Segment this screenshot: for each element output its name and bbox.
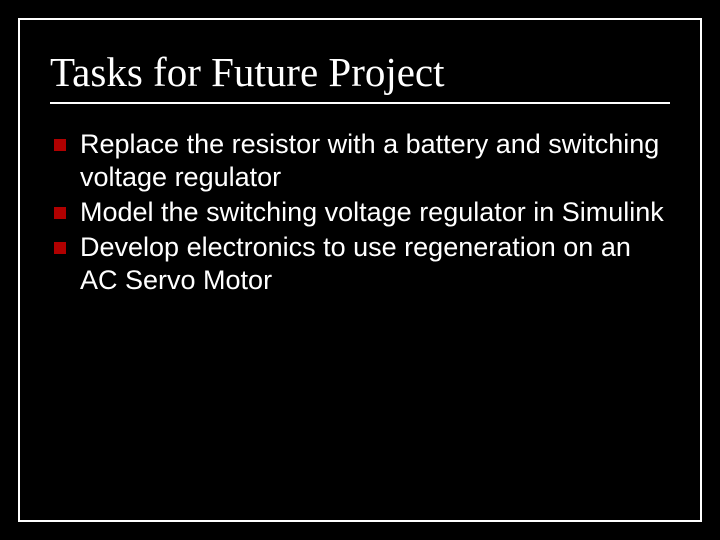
square-bullet-icon <box>54 139 66 151</box>
list-item-text: Develop electronics to use regeneration … <box>80 231 670 297</box>
title-underline <box>50 102 670 104</box>
square-bullet-icon <box>54 242 66 254</box>
list-item-text: Replace the resistor with a battery and … <box>80 128 670 194</box>
list-item: Model the switching voltage regulator in… <box>50 196 670 229</box>
square-bullet-icon <box>54 207 66 219</box>
bullet-list: Replace the resistor with a battery and … <box>50 128 670 297</box>
list-item: Replace the resistor with a battery and … <box>50 128 670 194</box>
list-item-text: Model the switching voltage regulator in… <box>80 196 664 229</box>
list-item: Develop electronics to use regeneration … <box>50 231 670 297</box>
slide: Tasks for Future Project Replace the res… <box>0 0 720 540</box>
content-panel: Tasks for Future Project Replace the res… <box>18 18 702 522</box>
slide-title: Tasks for Future Project <box>50 48 670 96</box>
